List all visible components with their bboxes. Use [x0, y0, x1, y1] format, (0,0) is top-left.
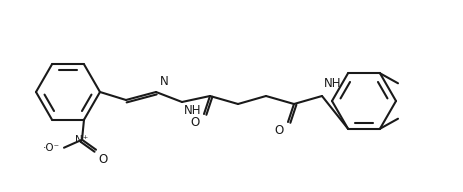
Text: N⁺: N⁺ — [75, 135, 88, 145]
Text: NH: NH — [323, 77, 341, 90]
Text: O: O — [98, 153, 107, 166]
Text: ·O⁻: ·O⁻ — [43, 143, 60, 153]
Text: O: O — [190, 116, 200, 129]
Text: O: O — [274, 124, 283, 137]
Text: N: N — [160, 75, 169, 88]
Text: NH: NH — [184, 104, 201, 117]
